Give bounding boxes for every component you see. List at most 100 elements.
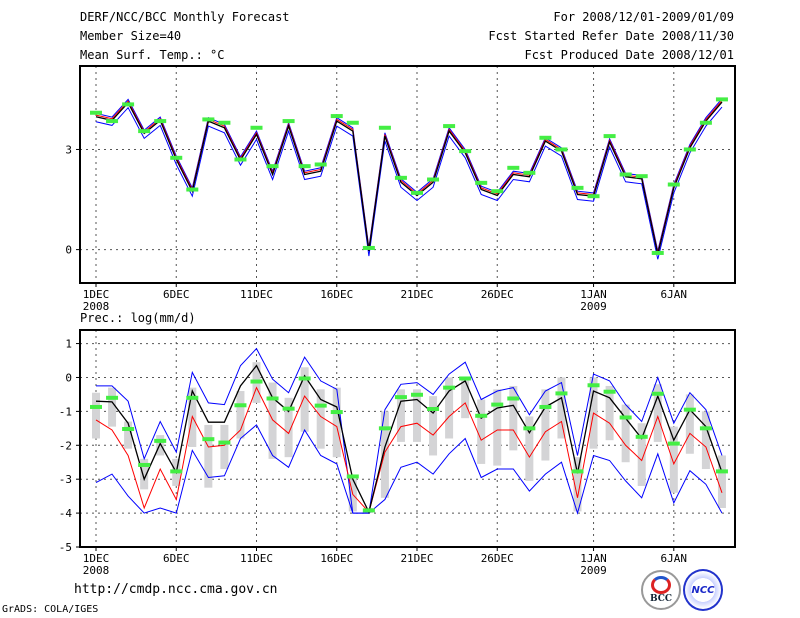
temp-observed-marker [523,170,536,175]
precip-observed-marker [90,404,102,409]
precip-observed-marker [443,385,456,390]
precip-ensemble-upper-line [96,347,723,514]
precip-observed-marker [427,407,440,412]
temp-observed-marker [234,157,247,162]
precip-observed-marker [651,391,664,396]
precip-observed-marker [250,379,263,384]
precip-observed-marker [202,437,215,442]
grads-credit: GrADS: COLA/IGES [2,604,99,615]
temp-observed-marker [683,147,696,152]
figure-title: DERF/NCC/BCC Monthly Forecast [80,10,290,24]
temp-frame [79,65,736,284]
temp-observed-marker [314,162,327,167]
precip-observed-marker [475,413,488,418]
temp-observed-marker [298,164,311,169]
source-url[interactable]: http://cmdp.ncc.cma.gov.cn [74,582,278,597]
precip-xtick-label: 6DEC [163,552,190,565]
ncc-logo-text: NCC [691,584,715,596]
temp-observed-marker [651,250,664,255]
precip-climatology-bar [685,394,694,454]
forecast-period: For 2008/12/01-2009/01/09 [553,10,734,24]
temp-observed-marker [202,117,215,122]
precip-xtick-year: 2009 [580,564,607,577]
precip-climatology-bar [204,424,213,488]
temp-observed-marker [571,185,584,190]
precip-climatology-bar [525,416,534,481]
precip-xtick-year: 2008 [83,564,110,577]
precip-xtick-label: 26DEC [481,552,514,565]
ncc-logo: NCC [683,569,723,611]
precip-climatology-bar [140,458,149,490]
precip-observed-marker [234,403,247,408]
precip-observed-marker [523,426,536,431]
precip-climatology-bar [429,396,438,456]
precip-climatology-bar [396,389,405,442]
precip-climatology-bar [461,377,470,419]
precip-climatology-bar [284,397,293,458]
precip-observed-marker [539,404,552,409]
precip-ytick-label: -2 [59,439,72,452]
precip-observed-marker [603,389,616,394]
precip-climatology-bar [573,457,582,512]
temp-xtick-label: 6JAN [661,288,688,301]
precip-climatology-bar [300,367,309,432]
temp-observed-marker [635,174,648,179]
precip-observed-marker [106,395,119,400]
precip-observed-marker [394,395,407,400]
precip-observed-marker [298,376,311,381]
precip-observed-marker [314,403,327,408]
temp-ensemble-lower-line [95,106,723,260]
precip-observed-marker [491,402,504,407]
precip-ytick-label: -3 [59,473,72,486]
precip-ytick-label: 1 [65,338,72,351]
precip-xtick-label: 6JAN [661,552,688,565]
precip-climatology-bar [477,399,486,464]
precip-climatology-bar [348,479,357,512]
precip-frame [79,329,736,548]
precip-observed-marker [266,396,279,401]
temp-observed-marker [667,182,680,187]
precip-climatology-bar [717,455,726,509]
precip-observed-marker [362,508,375,513]
precip-climatology-bar [413,389,421,442]
precip-observed-marker [555,391,568,396]
temp-observed-marker [443,124,456,129]
temp-ytick-label: 3 [65,143,72,156]
precip-climatology-bar [124,421,133,449]
temp-observed-marker [282,119,295,124]
precip-observed-marker [330,410,343,415]
precip-observed-marker [699,426,712,431]
precip-climatology-bar [621,404,630,463]
precip-observed-marker [346,474,359,479]
temp-observed-marker [394,175,407,180]
temp-observed-marker [507,165,520,170]
temp-observed-marker [603,134,616,139]
temp-observed-marker [138,129,151,134]
precip-ytick-label: -5 [59,541,72,554]
precip-climatology-bar [493,389,502,466]
temp-observed-marker [715,97,728,102]
temp-observed-marker [154,119,167,124]
precip-climatology-bar [653,384,662,442]
precip-climatology-bar [108,387,117,427]
temp-observed-marker [170,155,183,160]
temp-observed-marker [475,180,488,185]
bcc-emblem-icon [651,576,671,594]
temp-observed-marker [539,135,552,140]
temp-ytick-label: 0 [65,244,72,257]
temp-ensemble-mean-line [95,101,723,255]
temp-observed-marker [186,187,199,192]
precip-observed-marker [507,396,520,401]
precip-climatology-bar [156,435,165,456]
precip-observed-marker [619,415,632,420]
temp-observed-marker [699,120,712,125]
precip-climatology-bar [557,377,566,439]
precip-observed-marker [459,376,472,381]
bcc-logo-text: BCC [649,594,673,604]
temp-xtick-label: 1JAN [580,288,607,301]
precip-observed-marker [154,438,167,443]
